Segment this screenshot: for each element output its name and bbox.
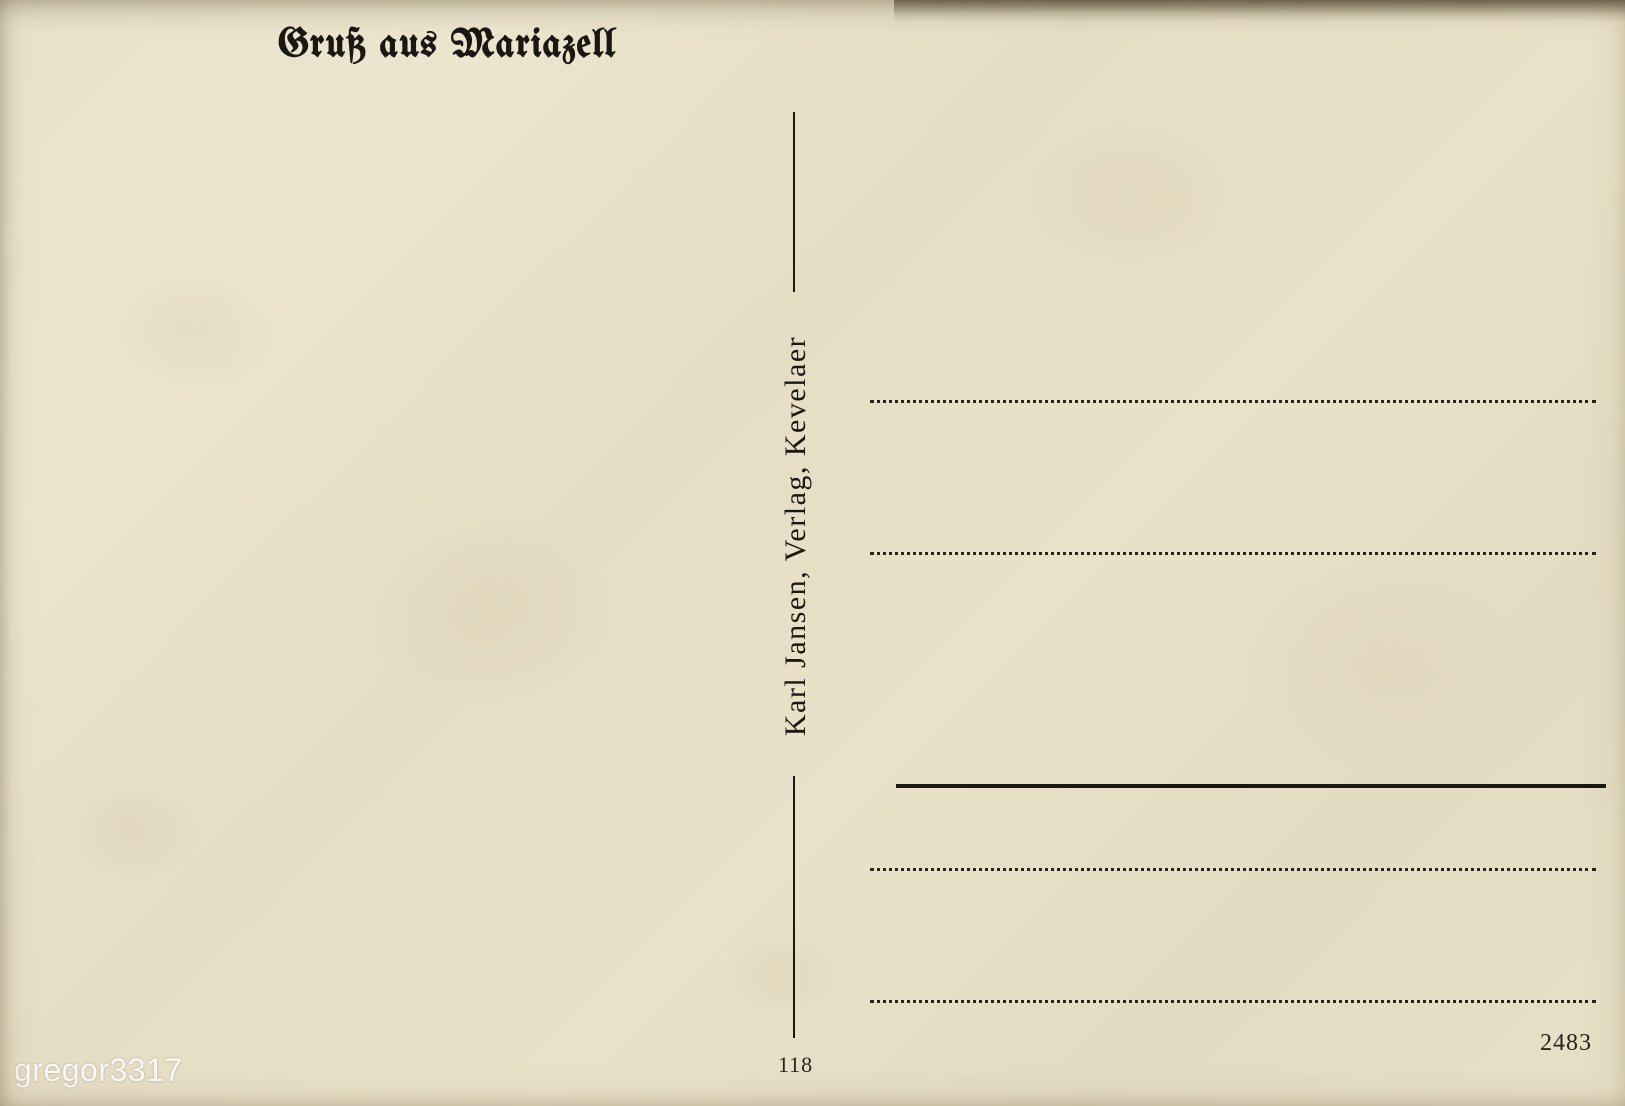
postcard-back: Gruß aus Mariazell Karl Jansen, Verlag, … [0, 0, 1625, 1106]
address-line-1 [870, 400, 1596, 403]
address-line-2 [870, 552, 1596, 555]
address-line-3 [870, 868, 1596, 871]
postcard-title: Gruß aus Mariazell [278, 26, 616, 67]
print-number-right: 2483 [1540, 1030, 1592, 1057]
publisher-imprint: Karl Jansen, Verlag, Kevelaer [779, 236, 813, 836]
source-watermark: gregor3317 [14, 1052, 183, 1089]
print-number-left: 118 [778, 1052, 813, 1078]
address-line-4 [870, 1000, 1596, 1003]
address-solid-line [896, 784, 1606, 788]
scan-edge-shadow [894, 0, 1625, 22]
